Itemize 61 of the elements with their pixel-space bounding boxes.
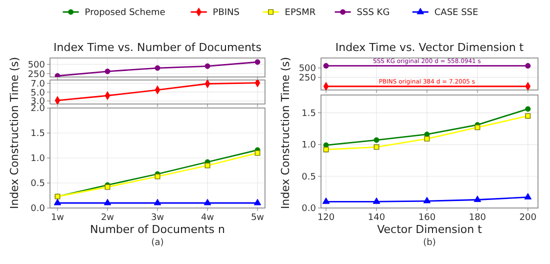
x-tick-label: 180 [468, 213, 486, 223]
x-tick-label: 4w [200, 213, 214, 223]
y-tick-label: 1.5 [302, 108, 316, 119]
y-axis-title: Index Construction Time (s) [279, 56, 292, 210]
x-tick-label: 3w [150, 213, 164, 223]
point [204, 80, 210, 88]
point [524, 193, 532, 200]
y-tick-label: 5.0 [30, 88, 46, 98]
point [204, 63, 210, 69]
y-tick-label: 500 [298, 64, 316, 74]
point [525, 106, 531, 112]
y-tick-label: 250 [28, 70, 46, 80]
x-tick-label: 140 [368, 213, 386, 223]
point [104, 68, 110, 74]
point [54, 96, 60, 104]
point [323, 146, 329, 152]
point [423, 196, 431, 204]
point [254, 198, 262, 206]
legend-label: CASE SSE [434, 8, 479, 18]
point [474, 196, 482, 202]
point [424, 136, 430, 142]
y-tick-label: 0.5 [30, 179, 45, 190]
y-tick-label: 1.5 [30, 129, 45, 140]
point [372, 197, 380, 204]
y-tick-label: 1.0 [30, 154, 46, 164]
point [254, 59, 260, 65]
chart-title: Index Time vs. Vector Dimension t [335, 41, 524, 54]
x-tick-label: 2w [100, 213, 114, 223]
x-axis-title: Number of Documents n [90, 223, 226, 236]
legend-label: PBINS [212, 8, 240, 18]
x-tick-label: 120 [317, 213, 335, 223]
y-tick-label: 0.0 [302, 204, 316, 214]
y-axis-title: Index Construction Time (s) [8, 56, 21, 210]
point [474, 124, 480, 130]
point [525, 113, 531, 119]
x-tick-label: 1w [50, 213, 64, 223]
text: (a) [151, 238, 164, 248]
chart-title: Index Time vs. Number of Documents [54, 41, 262, 54]
legend-label: Proposed Scheme [84, 8, 166, 18]
y-tick-label: 7.0 [30, 79, 46, 90]
x-tick-label: 200 [519, 213, 537, 223]
legend-label: EPSMR [284, 8, 316, 18]
y-tick-label: 250 [298, 73, 316, 84]
y-tick-label: 500 [28, 60, 46, 70]
y-tick-label: 0.0 [30, 204, 46, 214]
x-tick-label: 160 [418, 213, 436, 223]
text: (b) [423, 238, 436, 248]
point [322, 197, 330, 204]
point [204, 198, 212, 206]
point [154, 198, 162, 206]
point [104, 198, 112, 206]
point [154, 65, 160, 71]
point [254, 80, 260, 88]
x-tick-label: 5w [250, 213, 264, 223]
y-tick-label: 1.0 [302, 140, 316, 151]
legend-label: SSS KG [356, 8, 390, 18]
point [54, 198, 62, 206]
point [374, 144, 380, 150]
y-tick-label: 0.5 [302, 172, 316, 182]
point [374, 137, 380, 143]
x-axis-title: Vector Dimension t [377, 223, 483, 236]
